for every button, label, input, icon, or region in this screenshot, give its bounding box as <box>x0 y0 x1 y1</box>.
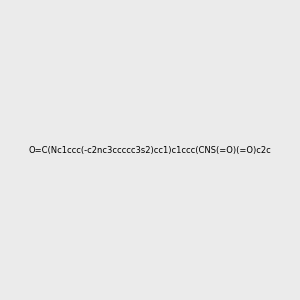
Text: O=C(Nc1ccc(-c2nc3ccccc3s2)cc1)c1ccc(CNS(=O)(=O)c2c: O=C(Nc1ccc(-c2nc3ccccc3s2)cc1)c1ccc(CNS(… <box>28 146 272 154</box>
